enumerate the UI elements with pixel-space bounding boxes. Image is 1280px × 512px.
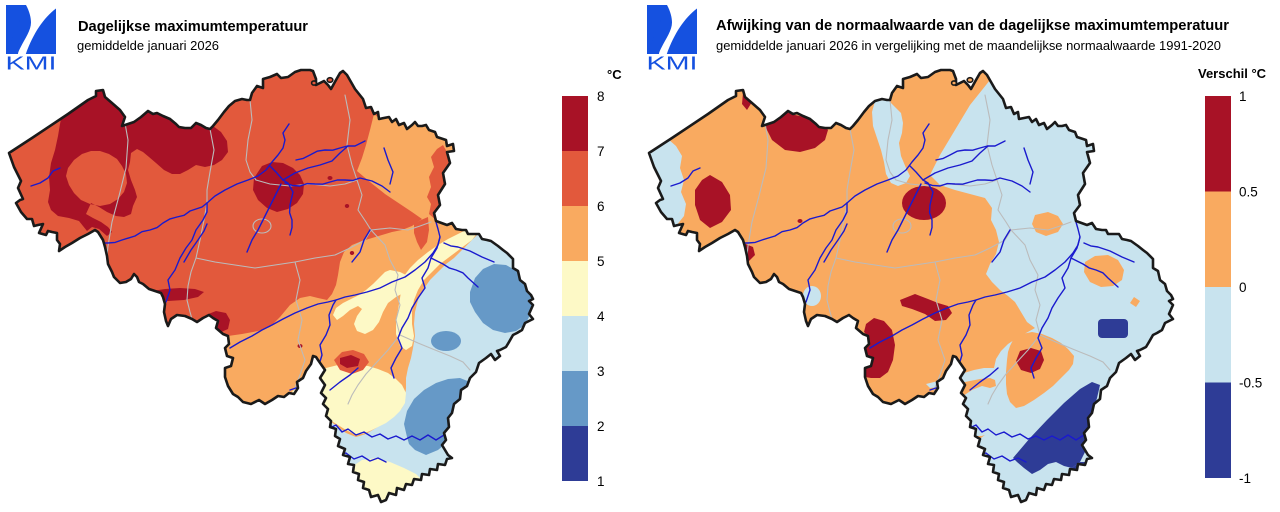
svg-text:0: 0 <box>1239 280 1247 295</box>
svg-text:6: 6 <box>597 199 605 214</box>
svg-text:-0.5: -0.5 <box>1239 376 1262 391</box>
svg-text:Afwijking van de normaalwaarde: Afwijking van de normaalwaarde van de da… <box>716 17 1229 34</box>
svg-text:0.5: 0.5 <box>1239 185 1258 200</box>
svg-text:1: 1 <box>1239 89 1247 104</box>
svg-text:8: 8 <box>597 89 605 104</box>
svg-text:Dagelijkse maximumtemperatuur: Dagelijkse maximumtemperatuur <box>78 18 308 35</box>
svg-text:gemiddelde januari 2026 in ver: gemiddelde januari 2026 in vergelijking … <box>716 38 1221 53</box>
svg-text:gemiddelde januari 2026: gemiddelde januari 2026 <box>77 38 219 53</box>
svg-text:1: 1 <box>597 474 605 489</box>
svg-text:°C: °C <box>607 67 622 82</box>
svg-text:-1: -1 <box>1239 471 1251 486</box>
svg-text:2: 2 <box>597 419 605 434</box>
svg-text:7: 7 <box>597 144 605 159</box>
svg-text:3: 3 <box>597 364 605 379</box>
svg-text:KMI: KMI <box>647 53 698 74</box>
svg-text:KMI: KMI <box>6 53 57 74</box>
svg-text:4: 4 <box>597 309 605 324</box>
svg-text:Verschil °C: Verschil °C <box>1198 66 1267 81</box>
svg-text:5: 5 <box>597 254 605 269</box>
